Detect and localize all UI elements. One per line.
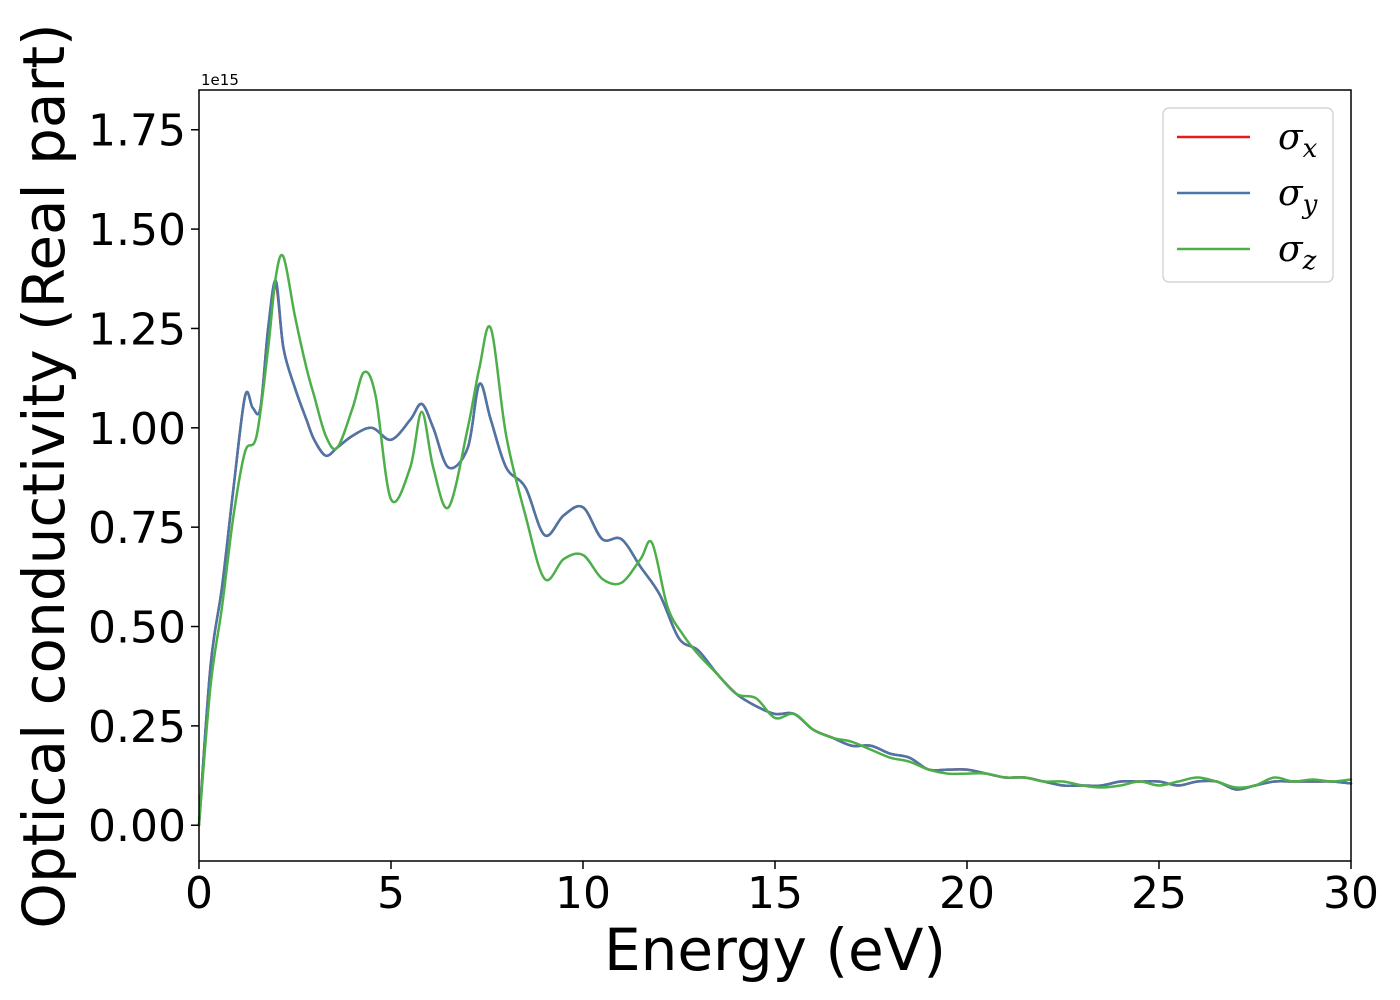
y-offset-label: 1e15 — [201, 71, 239, 89]
legend-label-x: σx — [1278, 117, 1318, 164]
x-tick-label: 20 — [939, 868, 995, 919]
x-axis-title: Energy (eV) — [604, 916, 946, 984]
y-tick-label: 1.00 — [88, 404, 186, 455]
legend-label-z: σz — [1278, 229, 1317, 276]
legend: σx σy σz — [1162, 107, 1334, 283]
x-tick-label: 25 — [1131, 868, 1187, 919]
x-tick-label: 0 — [185, 868, 213, 919]
y-axis-title: Optical conductivity (Real part) — [10, 23, 78, 928]
x-tick-label: 15 — [747, 868, 803, 919]
series-layer — [197, 253, 1353, 827]
series-line-x — [197, 283, 1353, 827]
x-tick-label: 10 — [555, 868, 611, 919]
y-tick-label: 1.75 — [88, 106, 186, 157]
y-tick-label: 1.25 — [88, 304, 186, 355]
y-tick-label: 0.25 — [88, 702, 186, 753]
y-tick-label: 0.75 — [88, 503, 186, 554]
x-tick-label: 5 — [377, 868, 405, 919]
x-axis: 0 5 10 15 20 25 30 — [185, 861, 1379, 919]
legend-label-y: σy — [1278, 173, 1318, 220]
y-tick-label: 0.00 — [88, 801, 186, 852]
legend-box — [1162, 107, 1334, 283]
x-tick-label: 30 — [1323, 868, 1379, 919]
series-line-z — [197, 253, 1353, 827]
y-axis: 0.00 0.25 0.50 0.75 1.00 1.25 1.50 1.75 — [88, 106, 199, 852]
y-tick-label: 0.50 — [88, 603, 186, 654]
series-line-y — [197, 279, 1353, 827]
y-tick-label: 1.50 — [88, 205, 186, 256]
